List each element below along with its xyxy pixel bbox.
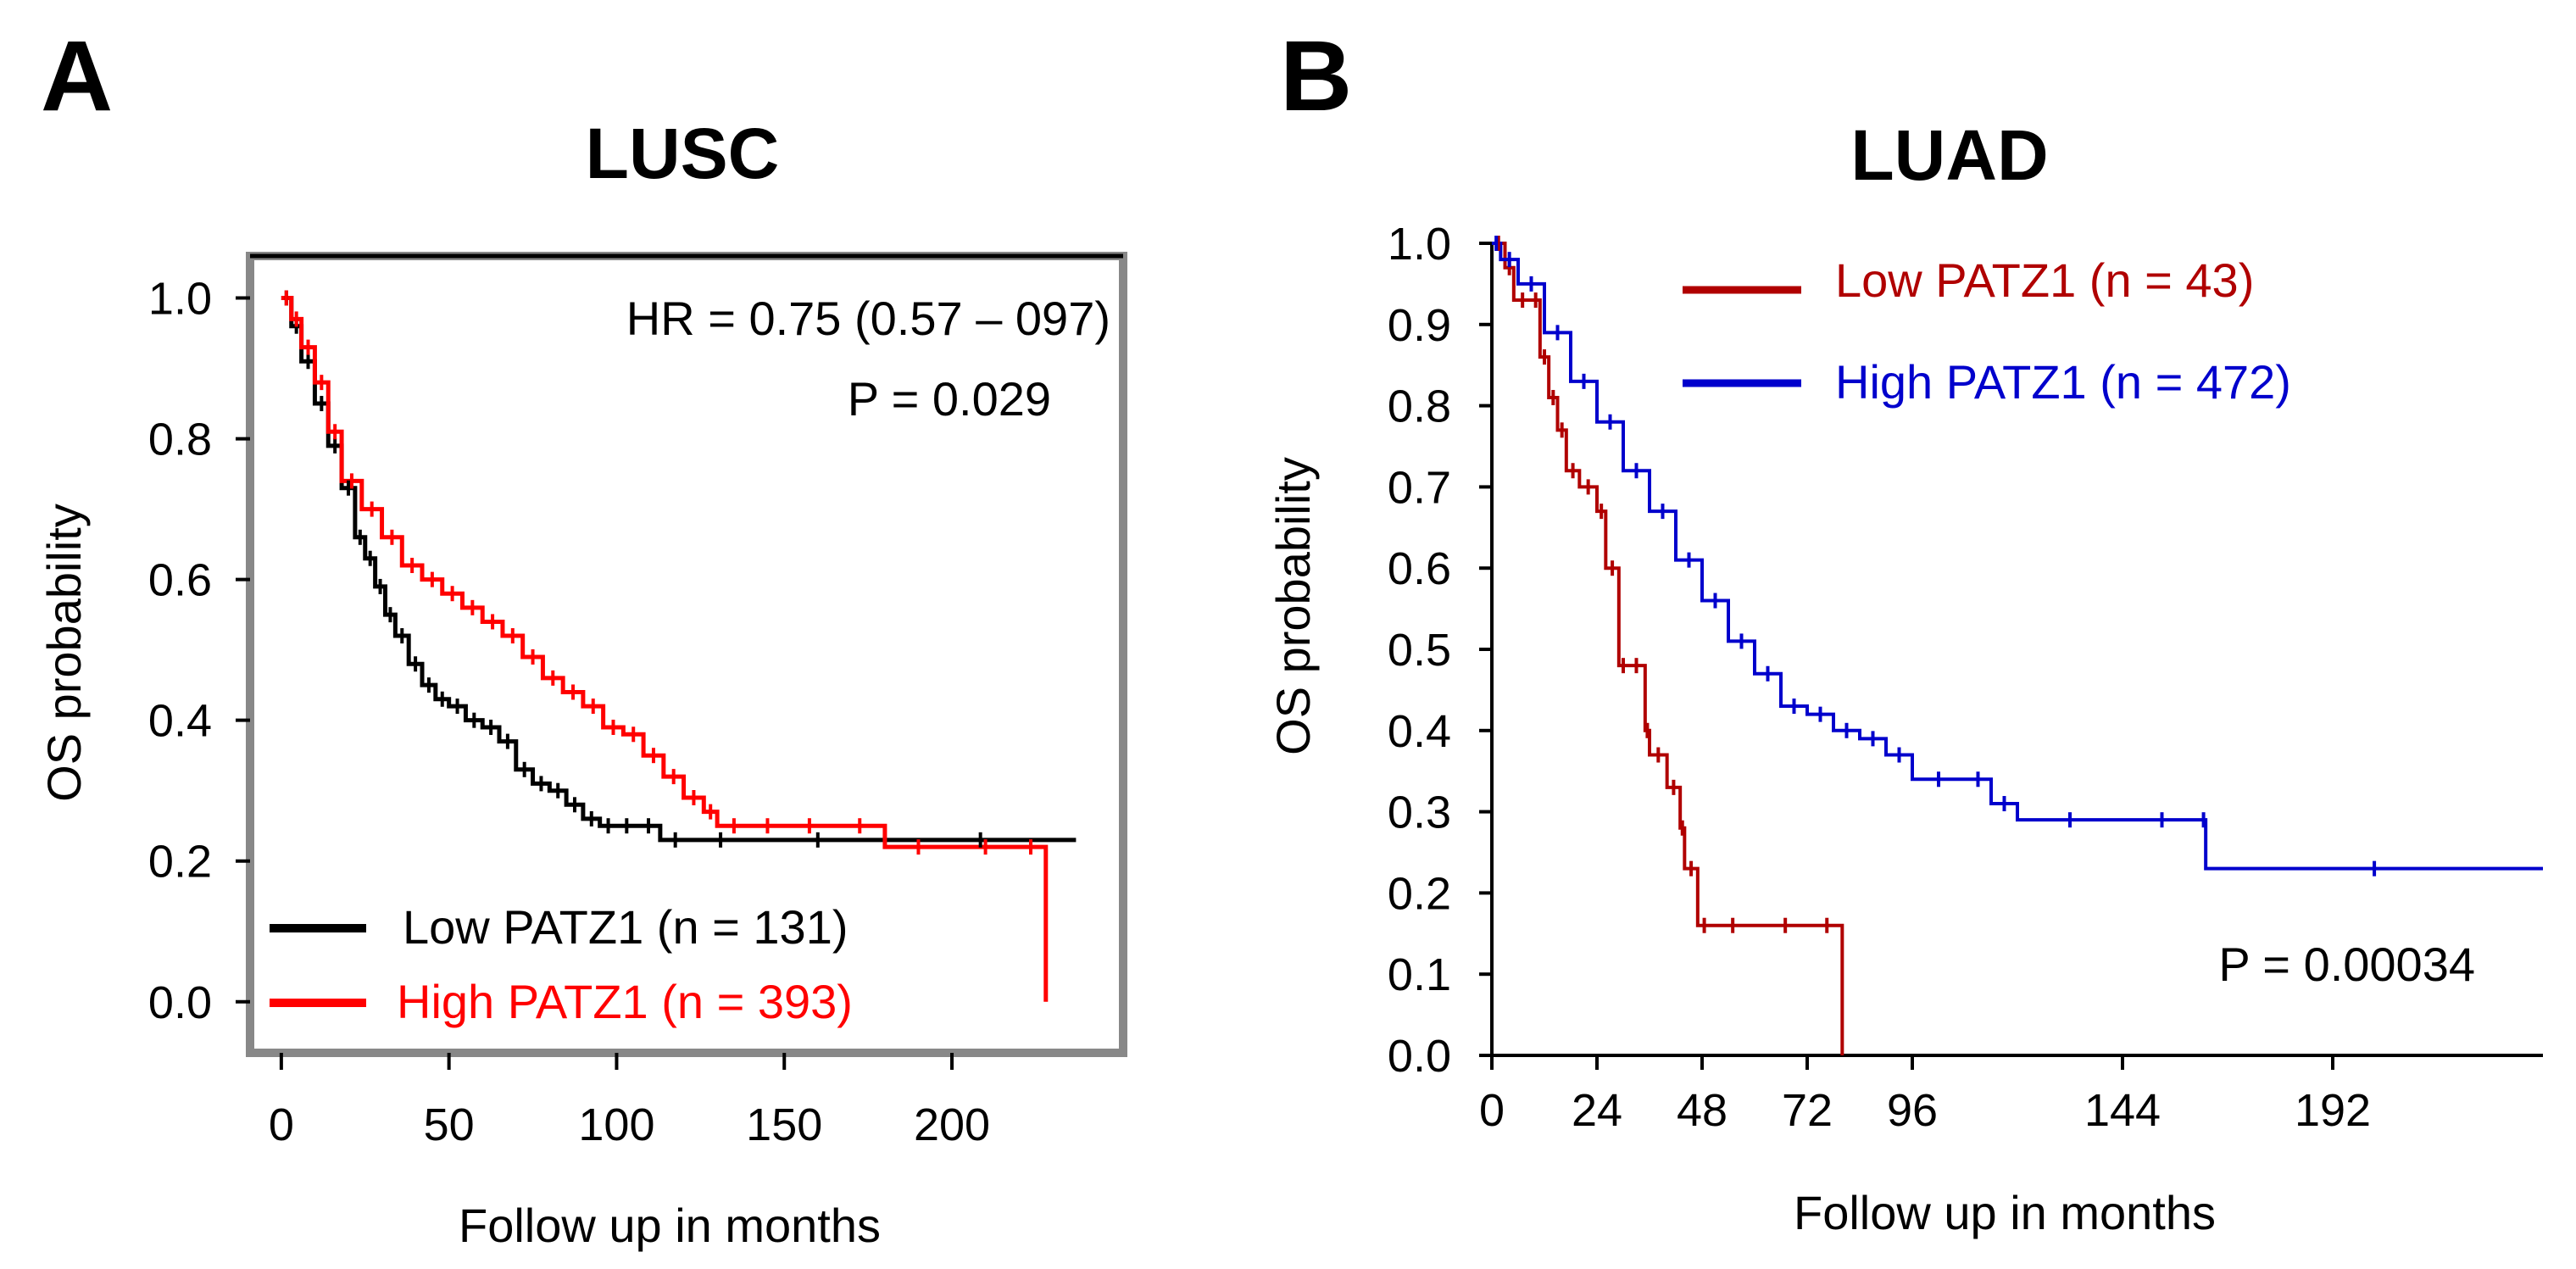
panel-b-censor-marks-high bbox=[1494, 236, 2377, 877]
panel-b-y-tick-label: 0.4 bbox=[1388, 706, 1451, 757]
panel-b-y-tick-label: 0.0 bbox=[1388, 1031, 1451, 1082]
panel-a-y-tick-label: 0.4 bbox=[148, 696, 212, 747]
panel-a-x-tick-label: 150 bbox=[746, 1099, 822, 1150]
panel-a: A LUSC 0.0 0.2 0.4 0.6 0.8 1.0 0 bbox=[37, 20, 1127, 1252]
panel-a-legend-label-low: Low PATZ1 (n = 131) bbox=[403, 900, 848, 954]
panel-b-x-tick-label: 144 bbox=[2084, 1085, 2161, 1136]
panel-b-y-tick-label: 0.2 bbox=[1388, 868, 1451, 919]
panel-b-y-tick-label: 0.9 bbox=[1388, 300, 1451, 351]
panel-b-censor-marks-low bbox=[1496, 236, 1829, 933]
panel-b-legend: Low PATZ1 (n = 43) High PATZ1 (n = 472) bbox=[1683, 253, 2291, 409]
panel-b-title: LUAD bbox=[1850, 115, 2048, 195]
panel-b-curve-low-patz1 bbox=[1492, 242, 1844, 1055]
panel-b-x-tick-label: 96 bbox=[1887, 1085, 1938, 1136]
panel-a-x-tick-label: 200 bbox=[914, 1099, 990, 1150]
panel-a-y-tick-label: 0.0 bbox=[148, 977, 212, 1028]
panel-b-x-tick-label: 24 bbox=[1572, 1085, 1622, 1136]
panel-a-legend-label-high: High PATZ1 (n = 393) bbox=[397, 975, 853, 1028]
panel-b-y-axis-label: OS probability bbox=[1266, 457, 1320, 755]
panel-b: B LUAD 0.0 0.1 0.2 0.3 0.4 0.5 0.6 0.7 bbox=[1266, 20, 2543, 1239]
panel-b-y-tick-label: 1.0 bbox=[1388, 219, 1451, 270]
panel-a-censor-marks-high bbox=[284, 290, 1032, 855]
panel-b-y-tick-label: 0.8 bbox=[1388, 381, 1451, 432]
panel-a-p-value: P = 0.029 bbox=[848, 372, 1051, 426]
panel-b-y-ticks: 0.0 0.1 0.2 0.3 0.4 0.5 0.6 0.7 0.8 0.9 … bbox=[1388, 219, 1492, 1082]
panel-a-x-tick-label: 0 bbox=[269, 1099, 294, 1150]
panel-a-y-tick-label: 0.8 bbox=[148, 415, 212, 465]
panel-a-curve-high-patz1 bbox=[281, 296, 1049, 1002]
panel-a-y-tick-label: 0.6 bbox=[148, 555, 212, 606]
panel-a-legend: Low PATZ1 (n = 131) High PATZ1 (n = 393) bbox=[270, 900, 853, 1028]
panel-a-x-tick-label: 50 bbox=[424, 1099, 475, 1150]
panel-b-x-ticks: 0 24 48 72 96 144 192 bbox=[1479, 1055, 2371, 1136]
panel-b-x-tick-label: 192 bbox=[2295, 1085, 2371, 1136]
panel-b-curve-high-patz1 bbox=[1492, 242, 2543, 871]
panel-a-y-tick-label: 0.2 bbox=[148, 837, 212, 888]
panel-a-x-tick-label: 100 bbox=[578, 1099, 654, 1150]
panel-a-x-ticks: 0 50 100 150 200 bbox=[269, 1053, 990, 1150]
panel-b-legend-label-low: Low PATZ1 (n = 43) bbox=[1835, 253, 2254, 307]
panel-a-plot-frame bbox=[246, 252, 1127, 1057]
panel-a-y-axis-label: OS probability bbox=[37, 504, 91, 802]
panel-a-hazard-ratio: HR = 0.75 (0.57 – 097) bbox=[626, 292, 1110, 345]
panel-b-letter: B bbox=[1280, 20, 1352, 132]
panel-a-title: LUSC bbox=[586, 114, 780, 193]
panel-b-p-value: P = 0.00034 bbox=[2218, 938, 2475, 991]
panel-b-y-tick-label: 0.6 bbox=[1388, 543, 1451, 594]
panel-a-x-axis-label: Follow up in months bbox=[459, 1199, 881, 1252]
panel-b-y-tick-label: 0.7 bbox=[1388, 462, 1451, 513]
panel-b-y-tick-label: 0.5 bbox=[1388, 625, 1451, 676]
panel-b-y-tick-label: 0.3 bbox=[1388, 788, 1451, 838]
panel-a-letter: A bbox=[41, 20, 113, 132]
panel-a-y-tick-label: 1.0 bbox=[148, 274, 212, 325]
panel-b-x-tick-label: 72 bbox=[1782, 1085, 1833, 1136]
panel-a-censor-marks-low bbox=[284, 290, 982, 848]
panel-b-x-axis-label: Follow up in months bbox=[1794, 1186, 2216, 1239]
panel-b-legend-label-high: High PATZ1 (n = 472) bbox=[1835, 355, 2291, 409]
panel-b-x-tick-label: 48 bbox=[1677, 1085, 1728, 1136]
panel-a-y-ticks: 0.0 0.2 0.4 0.6 0.8 1.0 bbox=[148, 274, 250, 1028]
panel-b-y-tick-label: 0.1 bbox=[1388, 949, 1451, 1000]
panel-b-x-tick-label: 0 bbox=[1479, 1085, 1505, 1136]
